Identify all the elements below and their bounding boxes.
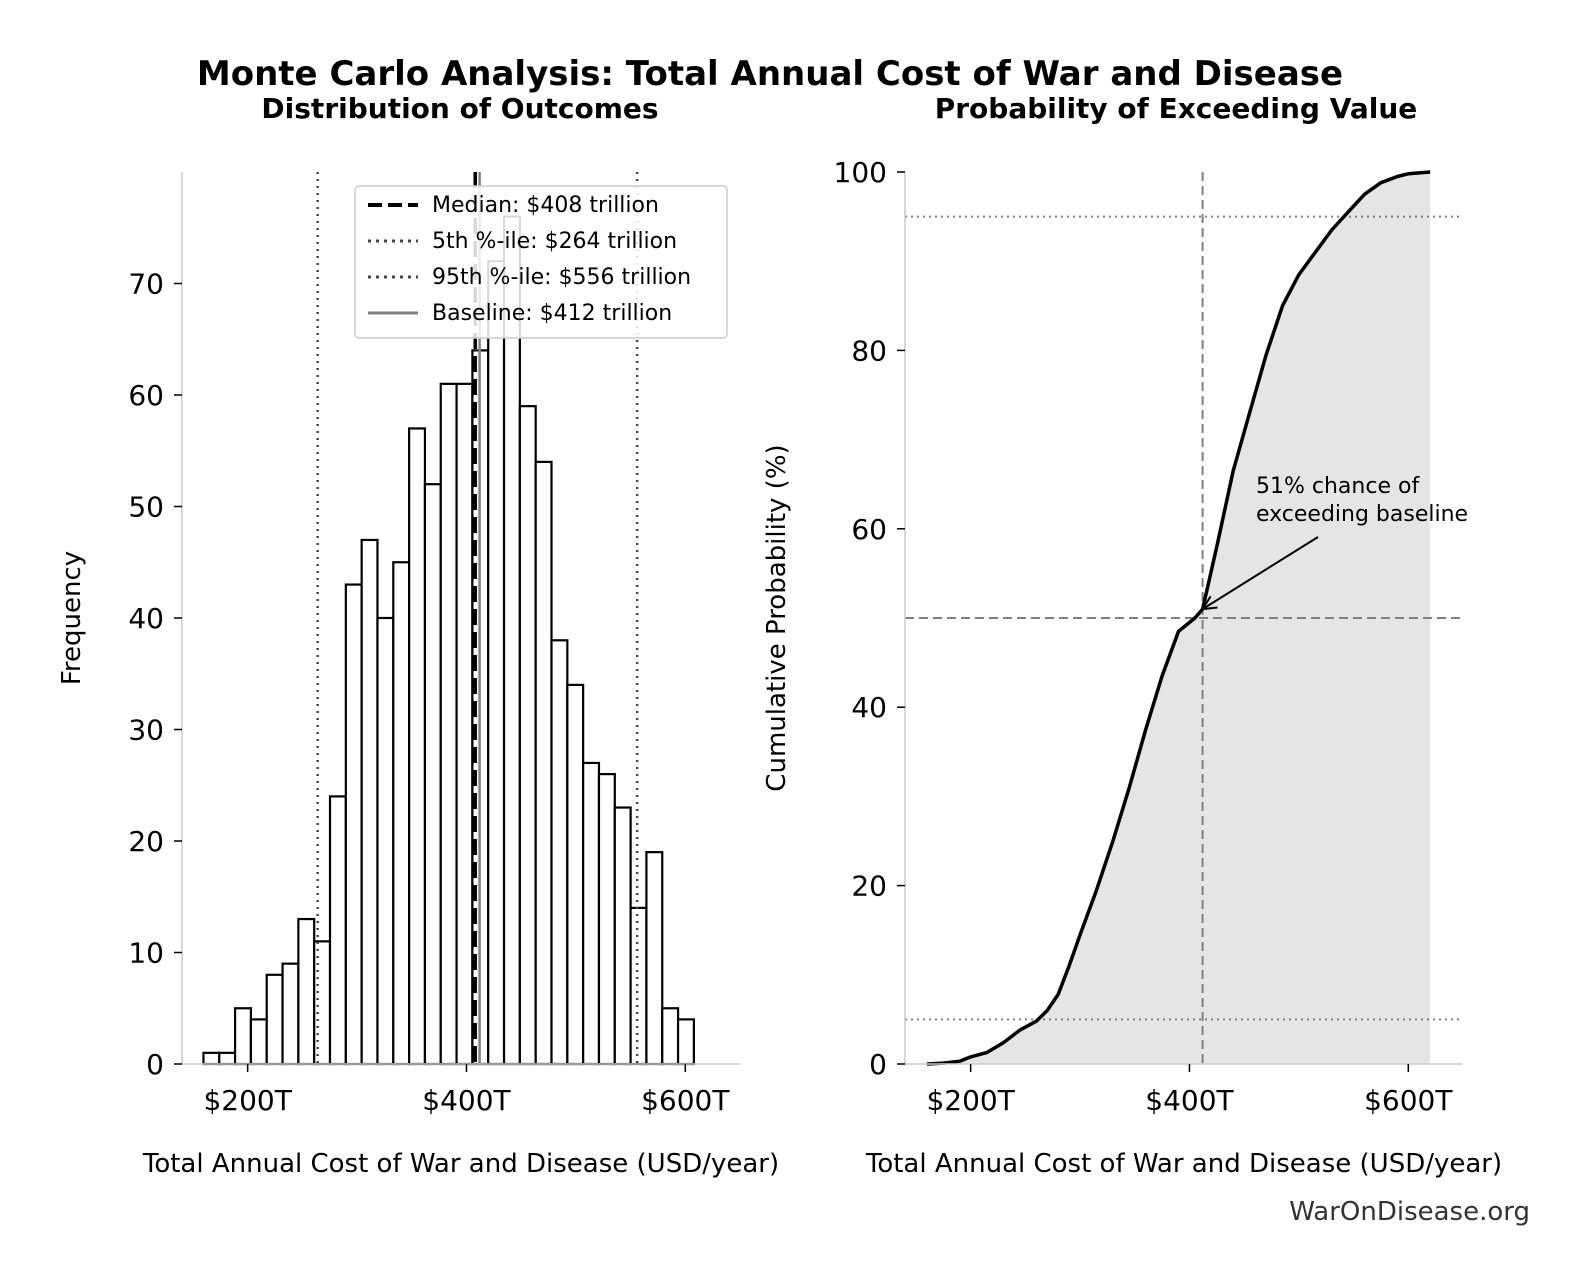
histogram-bar [376,616,395,1066]
legend-frame [354,185,728,339]
legend-p95-label: 95th %-ile: $556 trillion [432,265,691,290]
cdf-curve [926,170,1431,1066]
histogram-y-axis-label: Frequency [57,551,87,685]
credit-text: WarOnDisease.org [1289,1197,1530,1227]
cdf-y-axis-label: Cumulative Probability (%) [762,444,792,791]
cdf-y-ticks: 0 20 40 60 80 100 [834,156,905,1081]
y-tick-label: 10 [128,937,164,970]
y-tick-label: 0 [146,1048,164,1081]
y-tick-label: 40 [851,691,887,724]
histogram-bar [233,1007,253,1066]
figure-title: Monte Carlo Analysis: Total Annual Cost … [197,54,1343,94]
histogram-bar [582,761,601,1066]
legend-p5-label: 5th %-ile: $264 trillion [432,229,677,254]
histogram-bar [392,561,411,1066]
histogram-bar [455,382,474,1066]
y-tick-label: 60 [128,379,164,412]
cdf-title: Probability of Exceeding Value [935,92,1418,125]
x-tick-label: $400T [1145,1084,1234,1117]
histogram-bar [408,427,427,1066]
annotation-line-2: exceeding baseline [1256,502,1468,527]
cdf-annotation: 51% chance of exceeding baseline [1200,474,1468,611]
histogram-bar [518,405,537,1066]
histogram-bar [676,1018,695,1066]
y-tick-label: 80 [851,334,887,367]
histogram-x-ticks: $200T $400T $600T [203,1064,730,1117]
histogram-bar [328,795,347,1066]
histogram-panel: Distribution of Outcomes 0 10 20 30 40 50 60 70… [57,92,779,1179]
histogram-bar [629,906,648,1066]
annotation-line-1: 51% chance of [1256,474,1420,499]
histogram-bar [613,806,632,1066]
y-tick-label: 40 [128,602,164,635]
cdf-x-ticks: $200T $400T $600T [926,1064,1453,1117]
y-tick-label: 30 [128,714,164,747]
y-tick-label: 20 [128,825,164,858]
histogram-bar [502,215,521,1066]
histogram-bar [439,382,458,1066]
histogram-bar [313,940,332,1066]
histogram-x-axis-label: Total Annual Cost of War and Disease (US… [142,1149,779,1179]
x-tick-label: $600T [1364,1084,1453,1117]
legend-baseline-label: Baseline: $412 trillion [432,301,672,326]
histogram-legend: Median: $408 trillion 5th %-ile: $264 tr… [354,185,728,339]
y-tick-label: 100 [834,156,887,189]
y-tick-label: 0 [869,1048,887,1081]
histogram-bar [661,1007,680,1066]
histogram-bar [265,973,284,1066]
histogram-bar [281,962,300,1066]
histogram-bar [534,460,553,1066]
cdf-x-axis-label: Total Annual Cost of War and Disease (US… [865,1149,1502,1179]
histogram-bar [202,1051,221,1066]
y-tick-label: 70 [128,268,164,301]
histogram-bar [645,851,664,1066]
x-tick-label: $600T [641,1084,730,1117]
histogram-bar [566,683,585,1066]
cdf-shaded-area [926,172,1431,1064]
histogram-bar [360,538,379,1066]
histogram-bar [597,772,616,1066]
annotation-arrow [1202,536,1319,610]
y-tick-label: 50 [128,491,164,524]
y-tick-label: 60 [851,513,887,546]
cdf-panel: Probability of Exceeding Value 0 20 40 60 80… [762,92,1502,1179]
histogram-bar [344,583,363,1066]
x-tick-label: $400T [422,1084,511,1117]
y-tick-label: 20 [851,870,887,903]
histogram-bar [423,483,442,1066]
legend-median-label: Median: $408 trillion [432,193,659,218]
histogram-bar [487,260,506,1066]
x-tick-label: $200T [203,1084,292,1117]
histogram-bar [297,917,316,1066]
histogram-bar [218,1051,237,1066]
x-tick-label: $200T [926,1084,1015,1117]
histogram-y-ticks: 0 10 20 30 40 50 60 70 [128,268,182,1081]
histogram-bar [249,1018,268,1066]
histogram-title: Distribution of Outcomes [261,92,658,125]
cdf-reference-lines [905,172,1463,1064]
annotation-arrowhead [1200,595,1218,611]
histogram-bars [202,215,695,1066]
histogram-bar [550,639,569,1066]
